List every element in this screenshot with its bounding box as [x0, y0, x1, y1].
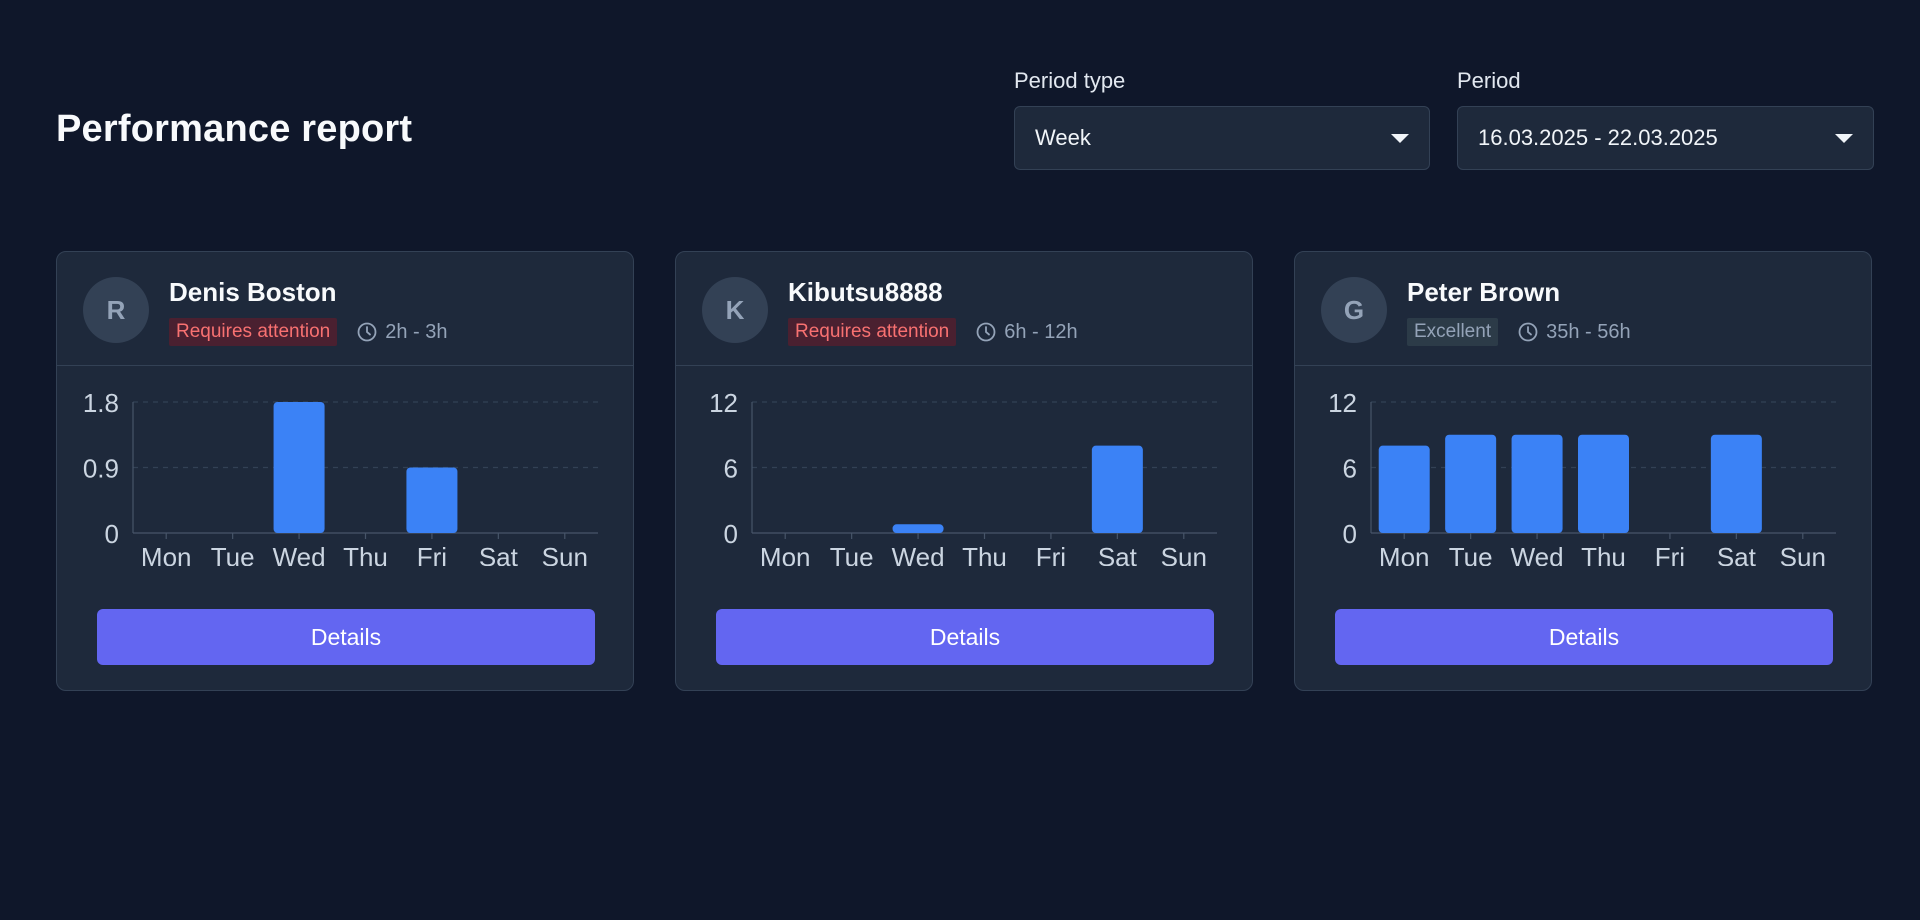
chevron-down-icon: [1391, 133, 1409, 143]
page-title: Performance report: [56, 108, 413, 150]
bar-chart: 0 6 12 Mon Tue Wed Thu Fri Sat Sun: [1328, 388, 1836, 566]
user-meta: Requires attention 2h - 3h: [169, 318, 447, 346]
y-tick-label: 6: [724, 454, 738, 484]
x-tick-label: Mon: [760, 542, 811, 566]
x-tick-label: Fri: [1036, 542, 1066, 566]
x-tick-label: Sat: [1717, 542, 1757, 566]
bar-chart: 0 0.9 1.8 Mon Tue Wed Thu Fri Sat Sun: [83, 388, 598, 566]
x-tick-label: Sat: [479, 542, 519, 566]
clock-icon: [976, 322, 996, 342]
period-type-select[interactable]: Week: [1014, 106, 1430, 170]
period-select[interactable]: 16.03.2025 - 22.03.2025: [1457, 106, 1874, 170]
user-name: Denis Boston: [169, 277, 337, 307]
bar: [1445, 434, 1497, 533]
period-type-filter: Period type Week: [1014, 68, 1430, 170]
y-tick-label: 12: [1328, 388, 1357, 418]
bar: [1578, 434, 1629, 533]
x-tick-label: Wed: [273, 542, 326, 566]
x-tick-label: Thu: [962, 542, 1007, 566]
x-tick-label: Wed: [892, 542, 945, 566]
avatar: G: [1321, 277, 1387, 343]
avatar: R: [83, 277, 149, 343]
bar: [1091, 445, 1143, 533]
x-tick-label: Tue: [1449, 542, 1493, 566]
hours-range: 6h - 12h: [976, 320, 1078, 344]
hours-range: 35h - 56h: [1518, 321, 1631, 344]
y-tick-label: 0: [724, 519, 738, 549]
clock-icon: [357, 322, 377, 342]
details-button[interactable]: Details: [97, 609, 595, 665]
y-tick-label: 1.8: [83, 388, 119, 418]
user-card: R Denis Boston Requires attention 2h - 3…: [56, 251, 634, 691]
period-type-value: Week: [1035, 125, 1091, 150]
period-value: 16.03.2025 - 22.03.2025: [1478, 125, 1718, 150]
period-label: Period: [1457, 68, 1521, 93]
hours-range-text: 2h - 3h: [385, 320, 448, 343]
x-tick-label: Sun: [1161, 542, 1207, 566]
x-tick-label: Mon: [1379, 542, 1430, 566]
hours-range: 2h - 3h: [357, 321, 447, 344]
y-tick-label: 0: [1343, 519, 1357, 549]
user-meta: Excellent 35h - 56h: [1407, 318, 1631, 346]
period-type-label: Period type: [1014, 68, 1126, 93]
x-tick-label: Sun: [542, 542, 588, 566]
bar: [892, 524, 944, 533]
chevron-down-icon: [1835, 133, 1853, 143]
y-tick-label: 0.9: [83, 454, 119, 484]
x-tick-label: Thu: [343, 542, 388, 566]
hours-range-text: 35h - 56h: [1546, 320, 1631, 343]
user-meta: Requires attention 6h - 12h: [788, 318, 1078, 346]
x-tick-label: Mon: [141, 542, 192, 566]
bar: [1378, 445, 1430, 533]
x-tick-label: Tue: [830, 542, 874, 566]
y-tick-label: 0: [105, 519, 119, 549]
status-badge: Excellent: [1407, 318, 1499, 346]
x-tick-label: Thu: [1581, 542, 1626, 566]
x-tick-label: Sat: [1098, 542, 1138, 566]
user-name: Kibutsu8888: [788, 277, 943, 307]
avatar: K: [702, 277, 768, 343]
status-badge: Requires attention: [169, 318, 338, 346]
status-badge: Requires attention: [788, 318, 957, 346]
user-card: G Peter Brown Excellent 35h - 56h 0 6 12 Mo…: [1294, 251, 1872, 691]
card-header: G Peter Brown Excellent 35h - 56h: [1295, 252, 1871, 366]
user-card: K Kibutsu8888 Requires attention 6h - 12…: [675, 251, 1253, 691]
bar: [273, 402, 325, 533]
details-button[interactable]: Details: [1335, 609, 1833, 665]
card-header: R Denis Boston Requires attention 2h - 3…: [57, 252, 633, 366]
card-header: K Kibutsu8888 Requires attention 6h - 12…: [676, 252, 1252, 366]
y-tick-label: 12: [709, 388, 738, 418]
user-name: Peter Brown: [1407, 277, 1561, 307]
x-tick-label: Fri: [1655, 542, 1685, 566]
y-tick-label: 6: [1343, 454, 1357, 484]
x-tick-label: Sun: [1780, 542, 1826, 566]
clock-icon: [1518, 322, 1538, 342]
x-tick-label: Tue: [211, 542, 255, 566]
bar-chart: 0 6 12 Mon Tue Wed Thu Fri Sat Sun: [709, 388, 1217, 566]
x-tick-label: Fri: [417, 542, 447, 566]
bar: [406, 467, 458, 533]
bar: [1710, 434, 1762, 533]
details-button[interactable]: Details: [716, 609, 1214, 665]
x-tick-label: Wed: [1511, 542, 1564, 566]
bar: [1511, 434, 1563, 533]
period-filter: Period 16.03.2025 - 22.03.2025: [1457, 68, 1874, 170]
hours-range-text: 6h - 12h: [1004, 320, 1078, 343]
